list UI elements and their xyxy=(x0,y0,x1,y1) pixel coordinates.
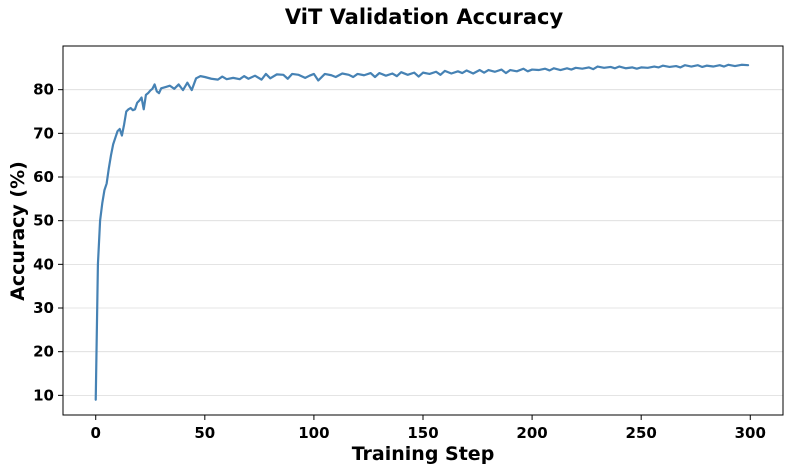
x-tick-label: 250 xyxy=(626,424,657,442)
y-tick-label: 60 xyxy=(33,168,54,186)
gridlines xyxy=(63,89,783,396)
x-tick-label: 150 xyxy=(407,424,438,442)
y-axis-ticks: 10 20 30 40 50 60 70 80 xyxy=(33,81,63,404)
series-line-0 xyxy=(94,63,750,401)
x-tick-label: 300 xyxy=(735,424,766,442)
x-tick-label: 50 xyxy=(194,424,215,442)
y-tick-label: 20 xyxy=(33,343,54,361)
y-tick-label: 40 xyxy=(33,255,54,273)
y-tick-label: 70 xyxy=(33,124,54,142)
y-tick-label: 50 xyxy=(33,212,54,230)
x-axis-ticks: 0 50 100 150 200 250 300 xyxy=(91,415,766,442)
axes-frame xyxy=(62,45,784,416)
chart-title: ViT Validation Accuracy xyxy=(285,5,564,29)
y-axis-label: Accuracy (%) xyxy=(7,161,29,301)
y-tick-label: 80 xyxy=(33,81,54,99)
x-tick-label: 200 xyxy=(516,424,547,442)
x-tick-label: 100 xyxy=(298,424,329,442)
y-tick-label: 10 xyxy=(33,386,54,404)
x-tick-label: 0 xyxy=(91,424,101,442)
x-axis-label: Training Step xyxy=(352,443,495,465)
y-tick-label: 30 xyxy=(33,299,54,317)
plot-area xyxy=(94,63,750,401)
